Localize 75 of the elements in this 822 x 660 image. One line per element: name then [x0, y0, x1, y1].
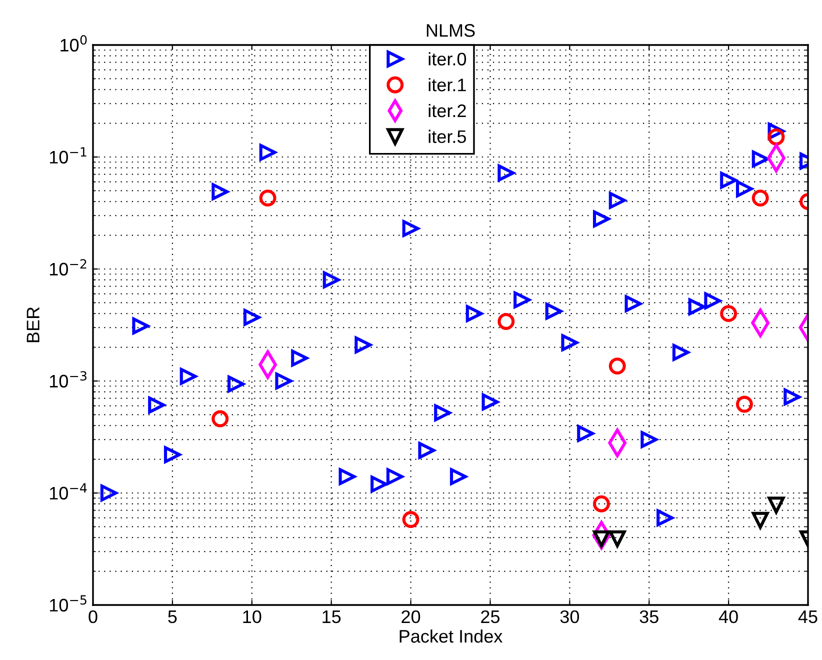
x-tick-label: 30: [560, 610, 580, 624]
x-tick-label: 25: [481, 610, 500, 624]
point: [180, 368, 197, 385]
point: [291, 350, 308, 367]
legend-label: iter.1: [428, 78, 466, 92]
y-tick-label: 10$^{−5}$: [50, 595, 86, 612]
x-tick-label: 20: [402, 610, 420, 624]
point: [148, 396, 166, 414]
point: [784, 388, 801, 406]
y-tick-label: 10$^{−1}$: [50, 147, 86, 164]
x-axis-title: Packet Index: [400, 629, 502, 643]
point: [354, 336, 372, 354]
x-tick-label: 35: [640, 610, 658, 624]
point: [736, 180, 753, 198]
point: [370, 476, 388, 493]
point: [498, 313, 515, 330]
point: [418, 442, 436, 459]
point: [514, 291, 530, 308]
point: [736, 396, 753, 413]
point: [624, 295, 642, 312]
y-axis-title: BER: [26, 307, 40, 342]
point: [608, 358, 626, 375]
point: [545, 302, 562, 320]
point: [386, 468, 404, 486]
x-tick-label: 5: [168, 610, 177, 624]
point: [228, 376, 244, 392]
point: [656, 509, 674, 526]
point: [402, 220, 420, 237]
point: [752, 150, 769, 168]
x-tick-label: 40: [718, 610, 738, 624]
point: [752, 190, 769, 207]
y-tick-label: 10$^{0}$: [60, 35, 87, 52]
point: [577, 425, 594, 442]
point: [132, 317, 150, 334]
point: [720, 305, 738, 322]
point: [592, 495, 610, 512]
point: [608, 192, 626, 209]
legend-label: iter.0: [428, 52, 466, 66]
point: [322, 271, 340, 288]
point: [592, 210, 610, 228]
x-tick-label: 45: [798, 610, 818, 624]
legend-label: iter.2: [428, 104, 466, 118]
point: [259, 144, 276, 161]
point: [608, 530, 626, 548]
point: [482, 393, 499, 410]
point: [466, 305, 483, 322]
y-tick-label: 10$^{−3}$: [50, 371, 86, 388]
x-tick-label: 15: [322, 610, 341, 624]
point: [704, 292, 722, 310]
y-tick-label: 10$^{−2}$: [50, 259, 86, 276]
point: [561, 334, 578, 352]
x-tick-label: 0: [88, 610, 98, 624]
point: [402, 511, 420, 528]
point: [752, 512, 769, 529]
chart-title: NLMS: [426, 24, 475, 37]
point: [164, 446, 181, 464]
point: [275, 372, 292, 390]
point: [212, 183, 229, 200]
point: [450, 468, 467, 486]
x-tick-label: 10: [243, 610, 262, 624]
point: [243, 308, 260, 326]
point: [498, 164, 515, 182]
point: [672, 344, 690, 361]
point: [434, 404, 452, 422]
point: [720, 172, 738, 189]
point: [338, 468, 356, 486]
legend-label: iter.5: [428, 130, 466, 144]
point: [259, 190, 276, 207]
y-tick-label: 10$^{−4}$: [50, 483, 87, 500]
point: [688, 298, 706, 316]
point: [100, 484, 118, 502]
point: [768, 128, 785, 146]
point: [640, 431, 658, 448]
point: [212, 410, 229, 428]
point: [768, 496, 785, 514]
